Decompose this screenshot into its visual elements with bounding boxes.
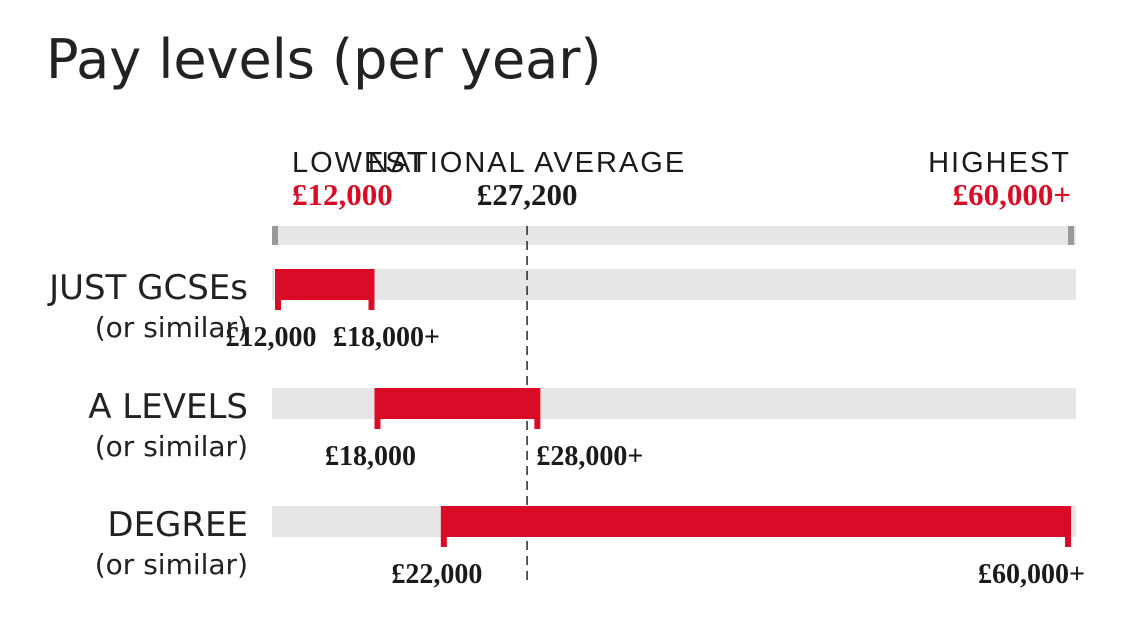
range-min-label-1: £12,000 [226, 322, 317, 353]
range-bar-1-max-tick [368, 298, 375, 310]
range-min-label-3: £22,000 [391, 559, 482, 590]
reference-label-lowest: LOWEST [292, 147, 426, 179]
range-bar-3 [440, 506, 1071, 537]
reference-value-national-average: £27,200 [477, 177, 578, 212]
reference-label-highest: HIGHEST [928, 147, 1071, 179]
scale-track [272, 226, 1076, 245]
reference-value-lowest: £12,000 [292, 177, 393, 212]
category-qualifier-3: (or similar) [95, 548, 248, 581]
scale-min-cap [272, 226, 278, 245]
scale-max-cap [1068, 226, 1074, 245]
reference-label-national-average: NATIONAL AVERAGE [368, 147, 686, 179]
range-max-label-2: £28,000+ [536, 441, 643, 472]
range-bar-1 [275, 269, 375, 300]
range-bar-3-min-tick [440, 535, 447, 547]
range-bar-1-min-tick [275, 298, 281, 310]
range-bar-2 [374, 388, 541, 419]
category-qualifier-2: (or similar) [95, 430, 248, 463]
category-label-2: A LEVELS [88, 387, 248, 427]
chart-title: Pay levels (per year) [46, 28, 602, 91]
category-label-1: JUST GCSEs [47, 268, 248, 308]
range-max-label-3: £60,000+ [978, 559, 1085, 590]
range-max-label-1: £18,000+ [333, 322, 440, 353]
range-bar-2-min-tick [374, 417, 381, 429]
range-bar-3-max-tick [1065, 535, 1071, 547]
row-track-1 [272, 269, 1076, 300]
category-qualifier-1: (or similar) [95, 311, 248, 344]
category-label-3: DEGREE [107, 505, 248, 545]
reference-value-highest: £60,000+ [953, 177, 1071, 212]
range-min-label-2: £18,000 [325, 441, 416, 472]
range-bar-2-max-tick [534, 417, 541, 429]
